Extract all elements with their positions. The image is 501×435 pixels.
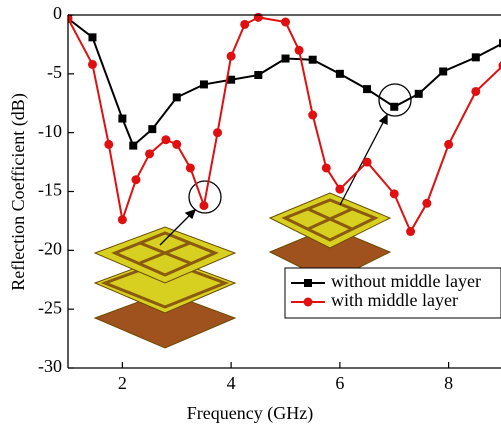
data-point <box>240 19 250 29</box>
data-point <box>281 54 290 63</box>
data-point <box>362 157 372 167</box>
data-point <box>444 139 454 149</box>
y-axis-label: Reflection Coefficient (dB) <box>8 93 29 291</box>
data-point <box>321 163 331 173</box>
legend-marker <box>304 279 312 287</box>
data-point <box>390 102 399 111</box>
data-point <box>439 67 448 76</box>
data-point <box>406 227 416 237</box>
y-tick-label: -5 <box>47 62 62 82</box>
data-point <box>254 71 263 80</box>
data-point <box>281 17 290 27</box>
data-point <box>87 59 97 69</box>
data-point <box>199 80 208 89</box>
legend-box <box>284 267 501 319</box>
data-point <box>199 201 209 211</box>
data-point <box>414 89 423 98</box>
legend-label: with middle layer <box>331 290 458 310</box>
data-point <box>294 45 304 55</box>
data-point <box>88 33 97 42</box>
data-point <box>389 189 399 199</box>
x-tick-label: 8 <box>444 373 453 393</box>
y-tick-label: -15 <box>38 180 62 200</box>
data-point <box>129 141 138 150</box>
data-point <box>185 163 195 173</box>
antenna-3layer <box>93 226 237 349</box>
x-tick-label: 6 <box>335 373 344 393</box>
data-point <box>498 61 501 70</box>
data-point <box>213 128 223 138</box>
data-point <box>172 139 182 149</box>
data-point <box>471 86 481 96</box>
data-point <box>227 75 236 84</box>
data-point <box>308 55 317 64</box>
data-point <box>104 139 114 149</box>
antenna-2layer <box>268 192 392 283</box>
data-point <box>471 53 480 62</box>
data-point <box>335 184 345 194</box>
series-line <box>68 17 501 148</box>
data-point <box>68 14 73 24</box>
data-point <box>226 51 236 61</box>
legend-label: without middle layer <box>331 271 481 291</box>
x-tick-label: 4 <box>227 373 236 393</box>
data-point <box>253 12 263 22</box>
data-point <box>118 114 127 123</box>
data-point <box>117 215 127 225</box>
data-point <box>161 135 171 145</box>
data-point <box>131 175 141 185</box>
data-point <box>145 149 155 159</box>
x-tick-label: 2 <box>118 373 127 393</box>
data-point <box>422 198 432 208</box>
data-point <box>335 69 344 78</box>
y-tick-label: -10 <box>38 121 62 141</box>
data-point <box>363 85 372 94</box>
data-point <box>148 125 157 134</box>
legend-marker <box>303 297 313 307</box>
data-point <box>172 93 181 102</box>
y-tick-label: -30 <box>38 356 62 376</box>
series-line <box>68 16 501 234</box>
data-point <box>308 110 318 120</box>
y-tick-label: -20 <box>38 238 62 258</box>
x-axis-label: Frequency (GHz) <box>187 403 313 424</box>
data-point <box>499 39 501 48</box>
y-tick-label: -25 <box>38 297 62 317</box>
y-tick-label: 0 <box>53 3 62 23</box>
